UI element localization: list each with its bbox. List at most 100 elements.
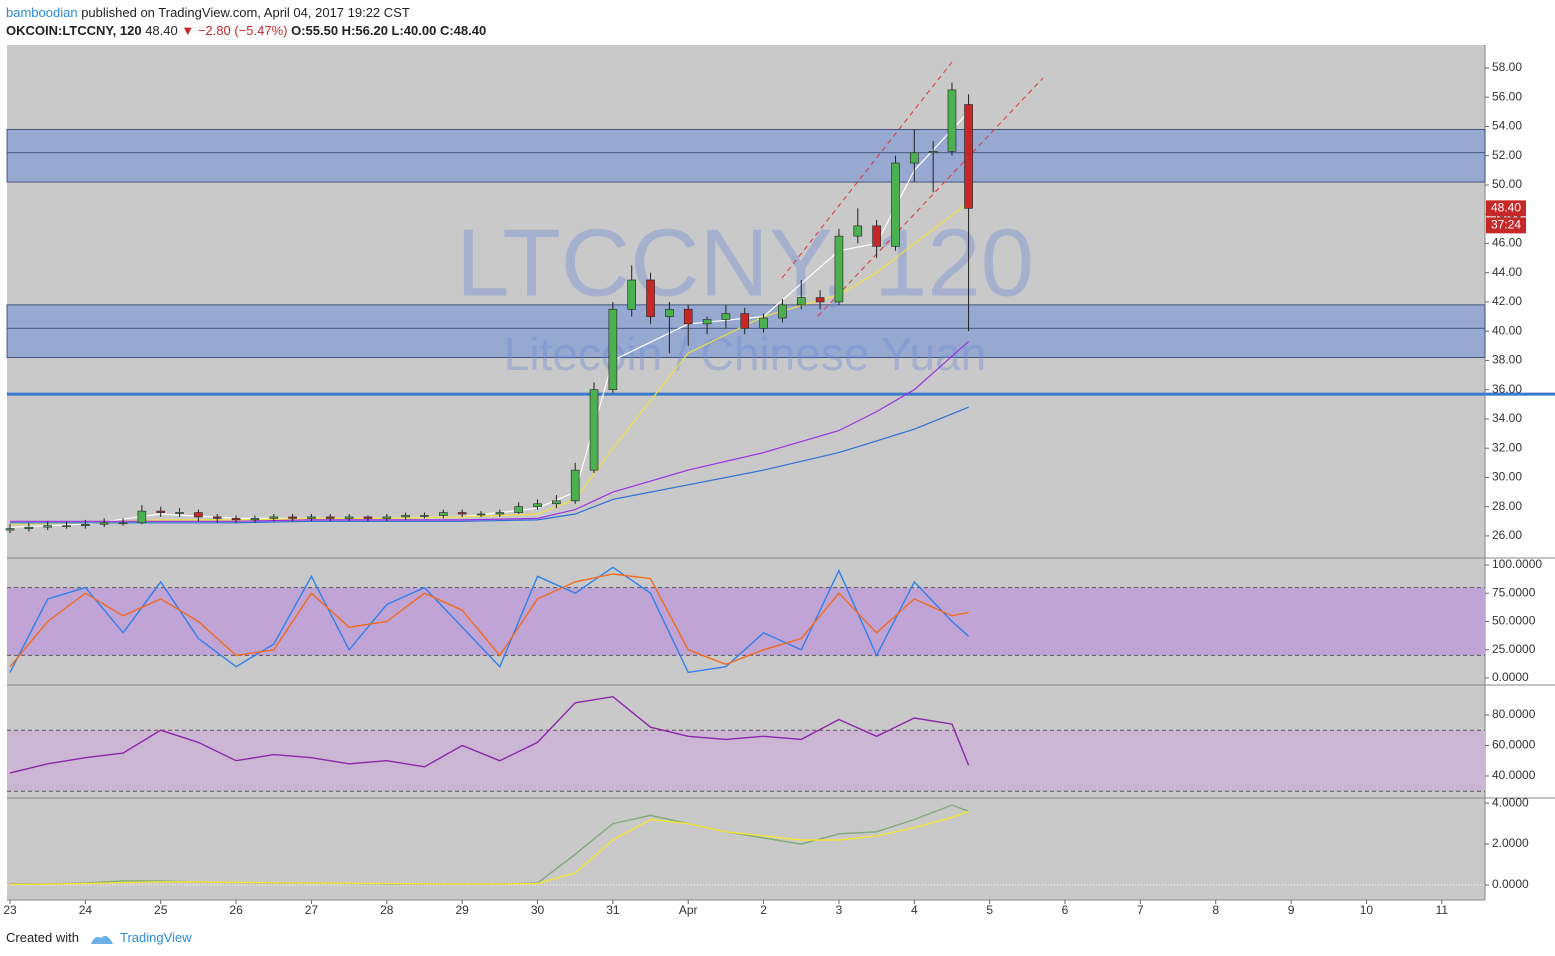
candle-body: [250, 518, 260, 521]
candle-body: [947, 89, 957, 152]
quote-line: OKCOIN:LTCCNY, 120 48.40 ▼ −2.80 (−5.47%…: [6, 22, 486, 40]
candle-body: [552, 500, 561, 505]
indicator-line: [9, 573, 969, 668]
brand[interactable]: TradingView: [120, 930, 192, 945]
candle-body: [796, 297, 806, 306]
y-tick-label: 60.0000: [1492, 738, 1536, 752]
x-tick-label: 24: [79, 903, 93, 917]
countdown-label: 37:24: [1491, 218, 1521, 232]
candle-body: [43, 525, 52, 528]
x-tick-label: 31: [606, 903, 620, 917]
y-tick-label: 54.00: [1492, 119, 1522, 133]
candle-body: [269, 516, 279, 519]
indicator-line: [9, 810, 969, 886]
x-tick-label: 9: [1288, 903, 1295, 917]
y-tick-label: 46.00: [1492, 236, 1522, 250]
candle-body: [909, 152, 919, 164]
band: [7, 730, 1485, 792]
y-tick-label: 26.00: [1492, 528, 1522, 542]
x-tick-label: 28: [380, 903, 394, 917]
candle-body: [344, 516, 354, 519]
candle-body: [24, 526, 34, 529]
y-tick-label: 38.00: [1492, 353, 1522, 367]
candle-body: [194, 512, 203, 518]
candle-body: [608, 308, 618, 390]
y-tick-label: 34.00: [1492, 411, 1522, 425]
candle-body: [928, 151, 938, 154]
author[interactable]: bamboodian: [6, 5, 78, 20]
candle-body: [288, 516, 297, 519]
candle-body: [81, 523, 90, 527]
candle-body: [834, 235, 844, 303]
x-tick-label: 26: [229, 903, 243, 917]
candle-body: [325, 516, 335, 519]
x-tick-label: 11: [1436, 903, 1449, 917]
candle-body: [439, 512, 448, 516]
x-tick-label: 6: [1062, 903, 1069, 917]
header: bamboodian published on TradingView.com,…: [6, 4, 486, 40]
indicator-line: [9, 566, 970, 674]
y-tick-label: 100.0000: [1492, 557, 1542, 571]
y-tick-label: 52.00: [1492, 148, 1522, 162]
candle-body: [476, 513, 486, 516]
x-tick-label: 3: [836, 903, 843, 917]
candle-body: [815, 297, 825, 303]
candle-body: [665, 308, 674, 317]
x-tick-label: 2: [760, 903, 767, 917]
symbol: OKCOIN:LTCCNY, 120: [6, 23, 142, 38]
candle-body: [212, 516, 222, 519]
candle-body: [118, 522, 128, 525]
candle-body: [457, 512, 467, 515]
candle-body: [5, 528, 15, 531]
candle-body: [778, 304, 787, 319]
candle-body: [872, 225, 881, 247]
x-tick-label: 29: [455, 903, 469, 917]
candle-body: [175, 512, 184, 514]
y-tick-label: 58.00: [1492, 60, 1522, 74]
indicator-line: [9, 695, 970, 774]
y-tick-label: 75.0000: [1492, 585, 1536, 599]
y-tick-label: 0.0000: [1492, 670, 1529, 684]
x-tick-label: 10: [1360, 903, 1374, 917]
x-tick-label: 23: [3, 903, 17, 917]
x-tick-label: 8: [1212, 903, 1219, 917]
candle-body: [495, 512, 505, 515]
channel-line: [781, 61, 953, 279]
y-tick-label: 42.00: [1492, 294, 1522, 308]
candle-body: [646, 279, 655, 317]
y-tick-label: 2.0000: [1492, 836, 1529, 850]
y-tick-label: 0.0000: [1492, 877, 1529, 891]
y-tick-label: 32.00: [1492, 440, 1522, 454]
y-tick-label: 50.0000: [1492, 614, 1536, 628]
y-tick-label: 80.0000: [1492, 707, 1536, 721]
x-tick-label: 7: [1137, 903, 1144, 917]
candle-body: [231, 518, 241, 521]
y-tick-label: 44.00: [1492, 265, 1522, 279]
candle-body: [156, 510, 166, 513]
watermark-sub: Litecoin / Chinese Yuan: [504, 328, 987, 380]
zone: [6, 128, 1486, 183]
candle-body: [589, 389, 599, 471]
x-tick-label: 30: [531, 903, 545, 917]
candle-body: [137, 510, 147, 524]
candle-body: [401, 515, 410, 518]
candle-body: [420, 515, 429, 517]
candle-body: [99, 522, 109, 525]
y-tick-label: 36.00: [1492, 382, 1522, 396]
y-tick-label: 30.00: [1492, 470, 1522, 484]
last: 48.40: [145, 23, 178, 38]
watermark: LTCCNY, 120: [456, 209, 1034, 316]
logo: [90, 935, 113, 944]
channel-line: [817, 77, 1044, 317]
y-tick-label: 50.00: [1492, 177, 1522, 191]
x-tick-label: 25: [154, 903, 168, 917]
x-tick-label: 5: [986, 903, 993, 917]
x-tick-label: Apr: [679, 903, 698, 917]
candle-body: [683, 308, 693, 325]
y-tick-label: 28.00: [1492, 499, 1522, 513]
change: ▼ −2.80 (−5.47%): [181, 23, 288, 38]
candle-body: [62, 525, 71, 528]
price-tag: [1486, 200, 1526, 217]
x-tick-label: 27: [305, 903, 319, 917]
